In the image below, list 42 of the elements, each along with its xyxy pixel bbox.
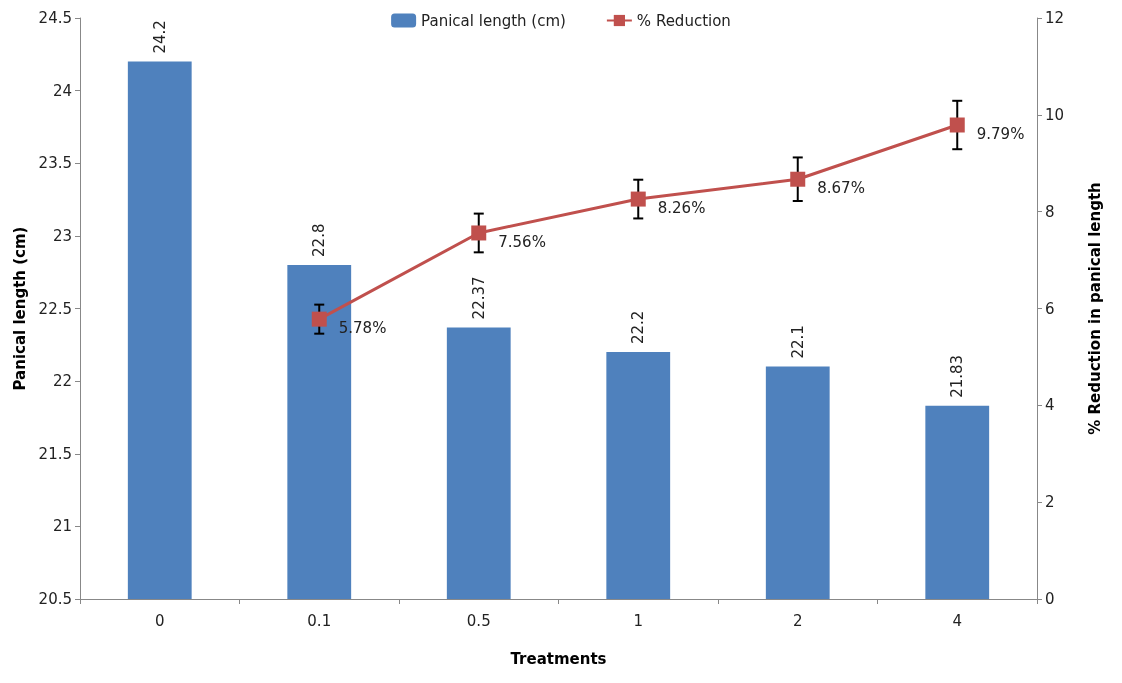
x-tick-label: 1 (633, 611, 644, 630)
data-label: 24.2 (150, 20, 169, 54)
data-label: 22.2 (629, 310, 648, 345)
point (471, 225, 487, 241)
y-tick-label: 22.5 (38, 299, 72, 318)
y2-tick-label: 2 (1045, 493, 1055, 512)
data-label: 9.79% (976, 125, 1025, 143)
y-tick-label: 24.5 (38, 9, 72, 27)
data-label: 7.56% (498, 232, 546, 251)
y2-axis-title: % Reduction in panical length (1085, 182, 1104, 435)
x-tick-label: 0 (154, 611, 165, 630)
y2-tick-label: 0 (1045, 590, 1055, 608)
y2-tick-label: 8 (1045, 202, 1055, 221)
x-tick-label: 0.1 (307, 611, 332, 630)
y2-tick-label: 10 (1045, 105, 1065, 124)
data-label: 8.67% (817, 179, 865, 198)
data-label: 21.83 (948, 354, 967, 398)
data-label: 8.26% (657, 199, 706, 218)
point (790, 171, 806, 187)
x-tick-label: 0.5 (466, 611, 491, 630)
y2-tick-label: 6 (1045, 299, 1055, 318)
legend-label: Panical length (cm) (421, 11, 566, 30)
y-tick-label: 23 (52, 226, 72, 245)
x-axis-title: Treatments (510, 649, 607, 668)
data-label: 22.8 (310, 223, 329, 257)
y-tick-label: 21.5 (38, 444, 72, 463)
y-tick-label: 20.5 (38, 590, 72, 608)
y-tick-label: 23.5 (38, 154, 72, 173)
point (311, 311, 327, 327)
y-axis-title: Panical length (cm) (11, 226, 30, 391)
y-tick-label: 22 (52, 372, 72, 391)
point (630, 191, 646, 207)
data-label: 22.1 (788, 325, 807, 359)
y-tick-label: 24 (52, 81, 72, 100)
point (949, 117, 965, 133)
data-label: 22.37 (469, 276, 488, 320)
y-tick-label: 21 (52, 517, 72, 536)
y2-tick-label: 4 (1045, 396, 1055, 415)
y2-tick-label: 12 (1045, 9, 1065, 27)
x-tick-label: 4 (952, 611, 963, 630)
x-tick-label: 2 (792, 611, 803, 630)
legend-label: % Reduction (636, 11, 731, 30)
